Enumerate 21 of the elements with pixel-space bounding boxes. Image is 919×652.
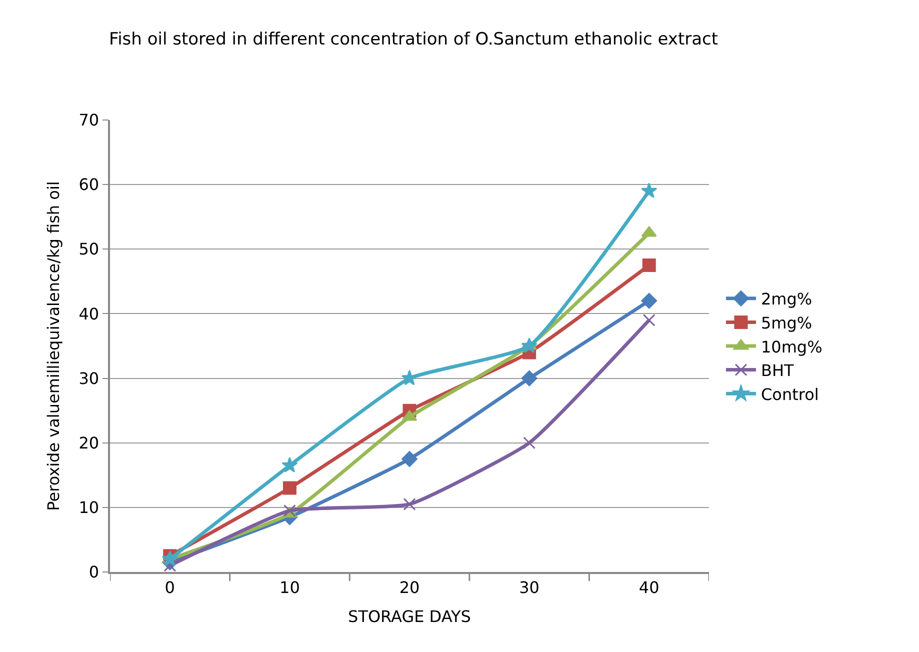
x-tick-label: 20 xyxy=(399,578,420,597)
y-tick-label: 10 xyxy=(78,498,100,518)
y-tick-label: 40 xyxy=(78,304,100,324)
y-tick-label: 30 xyxy=(78,368,100,388)
x-tick-label: 0 xyxy=(164,578,175,597)
legend-label: 10mg% xyxy=(760,337,822,356)
y-tick-label: 20 xyxy=(78,433,100,452)
legend-label: 5mg% xyxy=(760,313,812,332)
x-tick-label: 30 xyxy=(519,578,540,597)
y-tick-label: 0 xyxy=(88,562,100,582)
y-axis-title: Peroxide valuemilliequivalence/kg fish oil xyxy=(44,181,64,511)
x-tick-label: 10 xyxy=(280,578,300,597)
y-tick-label: 70 xyxy=(78,110,100,130)
y-tick-label: 50 xyxy=(78,240,100,259)
y-tick-label: 60 xyxy=(78,175,100,194)
x-tick-label: 40 xyxy=(638,578,660,597)
legend-label: 2mg% xyxy=(760,290,812,309)
legend-label: BHT xyxy=(760,361,794,380)
x-axis-title: STORAGE DAYS xyxy=(348,607,471,626)
legend-label: Control xyxy=(760,384,819,404)
chart-title: Fish oil stored in different concentration of O.Sanctum ethanolic extract xyxy=(109,30,718,50)
